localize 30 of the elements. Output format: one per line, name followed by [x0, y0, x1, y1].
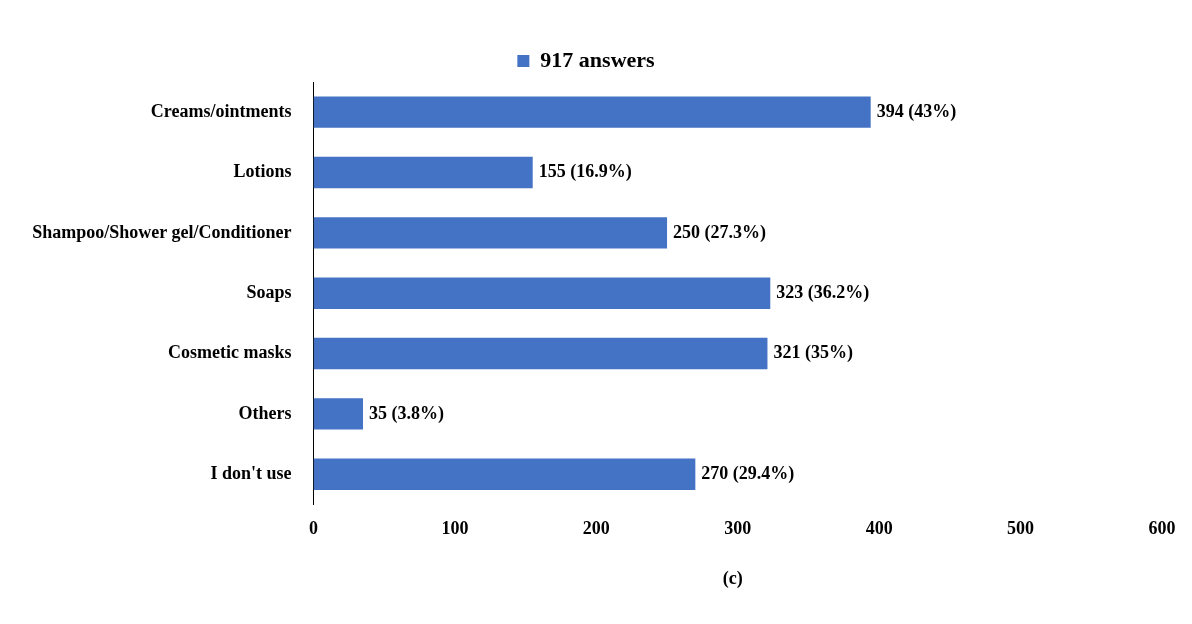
bar [313, 217, 668, 249]
data-label: 321 (35%) [773, 342, 853, 364]
y-tick-label: Others [238, 402, 292, 423]
x-tick-label: 100 [441, 517, 469, 538]
x-tick-label: 600 [1148, 517, 1176, 538]
y-tick-label: I don't use [210, 462, 292, 483]
y-tick-label: Cosmetic masks [168, 342, 292, 363]
data-label: 155 (16.9%) [538, 161, 632, 183]
y-tick-label: Creams/ointments [150, 100, 292, 121]
data-label: 323 (36.2%) [776, 281, 870, 303]
x-tick-label: 200 [582, 517, 610, 538]
x-tick-label: 500 [1007, 517, 1035, 538]
bar [313, 337, 768, 370]
bar [313, 398, 364, 430]
x-tick-label: 0 [309, 517, 319, 538]
bar [313, 458, 696, 490]
text: (c) [722, 567, 743, 589]
data-label: 270 (29.4%) [701, 462, 795, 484]
y-tick-label: Soaps [246, 281, 292, 302]
x-tick-label: 300 [724, 517, 752, 538]
x-tick-label: 400 [865, 517, 893, 538]
legend-label: 917 answers [540, 46, 656, 72]
bar [313, 156, 533, 189]
y-tick-label: Lotions [233, 161, 292, 182]
data-label: 35 (3.8%) [369, 402, 445, 424]
bar [313, 96, 871, 128]
data-label: 250 (27.3%) [673, 221, 767, 243]
y-tick-label: Shampoo/Shower gel/Conditioner [32, 221, 292, 242]
data-label: 394 (43%) [876, 100, 957, 122]
bar [313, 277, 771, 309]
